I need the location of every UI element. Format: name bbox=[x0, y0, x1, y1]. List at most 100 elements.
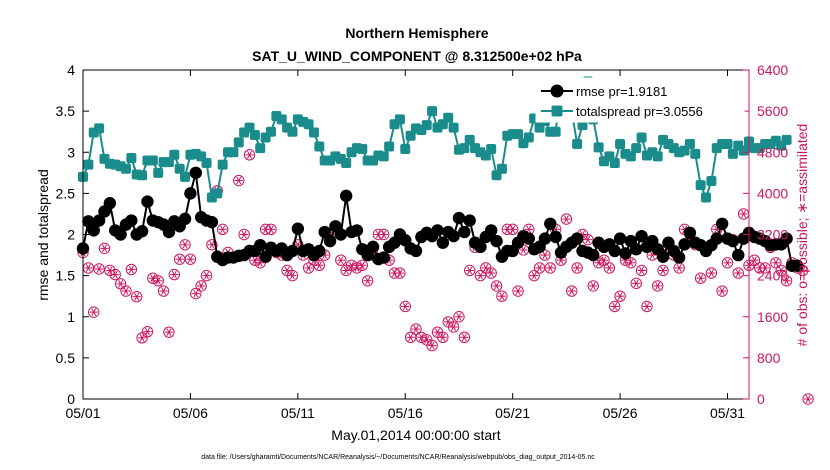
rmse-point bbox=[259, 250, 272, 263]
totalspread-series bbox=[78, 76, 792, 203]
obs-assimilated-point bbox=[341, 266, 351, 275]
legend-rmse-marker bbox=[550, 84, 564, 98]
obs-possible-point bbox=[598, 254, 610, 266]
totalspread-point bbox=[615, 139, 626, 150]
obs-assimilated-point bbox=[438, 333, 448, 342]
obs-possible-point bbox=[603, 262, 616, 274]
rmse-point bbox=[463, 214, 476, 227]
obs-assimilated-stroke bbox=[520, 246, 526, 254]
obs-possible-point bbox=[179, 239, 191, 251]
obs-possible-point bbox=[485, 267, 497, 279]
rmse-point bbox=[452, 211, 466, 225]
obs-assimilated-stroke bbox=[547, 264, 553, 272]
obs-assimilated-point bbox=[406, 333, 415, 342]
obs-assimilated-point bbox=[180, 240, 190, 249]
obs-assimilated-stroke bbox=[408, 333, 414, 342]
legend-spread-marker bbox=[551, 105, 563, 117]
totalspread-point bbox=[94, 123, 105, 134]
rmse-point bbox=[538, 232, 552, 245]
obs-assimilated-stroke bbox=[198, 282, 204, 290]
rmse-point bbox=[162, 225, 176, 239]
rmse-point bbox=[184, 187, 197, 200]
rmse-point bbox=[291, 222, 305, 235]
totalspread-point bbox=[609, 157, 620, 168]
obs-assimilated-point bbox=[84, 264, 93, 272]
obs-assimilated-stroke bbox=[477, 271, 483, 280]
totalspread-point bbox=[727, 148, 738, 159]
obs-assimilated-point bbox=[191, 289, 200, 298]
obs-assimilated-stroke bbox=[499, 292, 505, 301]
obs-assimilated-point bbox=[454, 312, 464, 321]
obs-possible-point bbox=[694, 272, 707, 284]
obs-assimilated-point bbox=[497, 292, 507, 301]
obs-possible-point bbox=[120, 285, 132, 297]
obs-assimilated-point bbox=[89, 308, 98, 317]
x-tick-label: 05/01 bbox=[65, 405, 100, 421]
obs-assimilated-point bbox=[288, 271, 297, 280]
rmse-point bbox=[82, 215, 95, 228]
obs-assimilated-stroke bbox=[391, 269, 398, 277]
obs-assimilated-stroke bbox=[101, 244, 108, 253]
obs-assimilated-stroke bbox=[741, 210, 747, 218]
obs-possible-point bbox=[780, 275, 793, 287]
obs-possible-point bbox=[625, 257, 637, 269]
totalspread-point bbox=[695, 180, 706, 191]
obs-possible-point bbox=[490, 280, 503, 292]
obs-possible-point bbox=[705, 267, 718, 279]
obs-assimilated-stroke bbox=[424, 335, 430, 344]
obs-assimilated-stroke bbox=[284, 266, 290, 275]
totalspread-point bbox=[357, 143, 368, 154]
totalspread-point bbox=[625, 151, 636, 162]
totalspread-point bbox=[738, 145, 749, 156]
y-left-tick-label: 2.5 bbox=[56, 185, 76, 201]
obs-assimilated-stroke bbox=[590, 282, 596, 290]
obs-assimilated-stroke bbox=[306, 264, 312, 272]
y-axis-label-right: # of obs: o=possible; ∗=assimilated bbox=[794, 124, 810, 347]
totalspread-point bbox=[684, 139, 695, 150]
totalspread-point bbox=[636, 132, 647, 143]
obs-assimilated-point bbox=[610, 302, 619, 311]
obs-possible-point bbox=[93, 263, 105, 275]
obs-assimilated-stroke bbox=[413, 325, 419, 333]
rmse-point bbox=[710, 232, 723, 245]
obs-assimilated-stroke bbox=[456, 312, 462, 321]
obs-assimilated-stroke bbox=[155, 276, 161, 285]
obs-assimilated-point bbox=[465, 266, 474, 275]
obs-assimilated-stroke bbox=[365, 276, 371, 285]
obs-possible-point bbox=[157, 285, 170, 297]
rmse-point bbox=[608, 244, 621, 258]
obs-assimilated-point bbox=[637, 266, 646, 275]
obs-assimilated-point bbox=[94, 265, 104, 273]
obs-assimilated-stroke bbox=[773, 258, 779, 267]
totalspread-point bbox=[652, 151, 663, 162]
obs-assimilated-point bbox=[750, 256, 759, 265]
obs-assimilated-stroke bbox=[91, 308, 97, 317]
obs-assimilated-point bbox=[605, 264, 614, 272]
obs-possible-point bbox=[302, 262, 315, 274]
obs-assimilated-stroke bbox=[112, 270, 118, 279]
rmse-point bbox=[613, 232, 627, 245]
obs-assimilated-point bbox=[153, 276, 163, 285]
obs-possible-point bbox=[168, 268, 181, 281]
x-tick-label: 05/16 bbox=[388, 405, 423, 421]
obs-assimilated-point bbox=[315, 261, 324, 270]
obs-possible-point bbox=[206, 239, 218, 251]
x-tick-label: 05/06 bbox=[173, 405, 208, 421]
totalspread-point bbox=[126, 153, 137, 164]
obs-assimilated-stroke bbox=[778, 266, 784, 275]
obs-possible-point bbox=[98, 242, 111, 255]
rmse-point bbox=[189, 166, 202, 180]
obs-assimilated-stroke bbox=[569, 287, 575, 295]
obs-assimilated-point bbox=[239, 230, 249, 239]
obs-possible-point bbox=[635, 264, 648, 277]
obs-assimilated-stroke bbox=[322, 251, 328, 259]
obs-assimilated-point bbox=[186, 255, 195, 264]
obs-assimilated-point bbox=[562, 215, 571, 223]
obs-assimilated-stroke bbox=[531, 271, 537, 280]
totalspread-point bbox=[233, 137, 244, 148]
rmse-point bbox=[570, 232, 584, 245]
obs-assimilated-point bbox=[460, 333, 469, 342]
obs-assimilated-stroke bbox=[655, 282, 661, 290]
obs-assimilated-stroke bbox=[542, 251, 548, 259]
obs-assimilated-point bbox=[546, 264, 555, 272]
